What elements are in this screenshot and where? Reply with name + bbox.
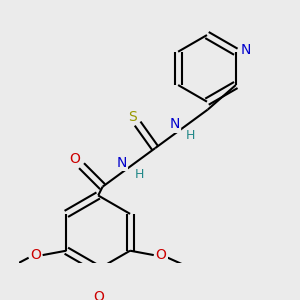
Text: H: H xyxy=(135,168,144,181)
Text: N: N xyxy=(117,156,127,170)
Text: S: S xyxy=(128,110,137,124)
Text: N: N xyxy=(169,118,180,131)
Text: H: H xyxy=(186,129,195,142)
Text: O: O xyxy=(30,248,41,262)
Text: O: O xyxy=(69,152,80,166)
Text: O: O xyxy=(155,248,166,262)
Text: N: N xyxy=(241,43,251,57)
Text: O: O xyxy=(93,290,104,300)
